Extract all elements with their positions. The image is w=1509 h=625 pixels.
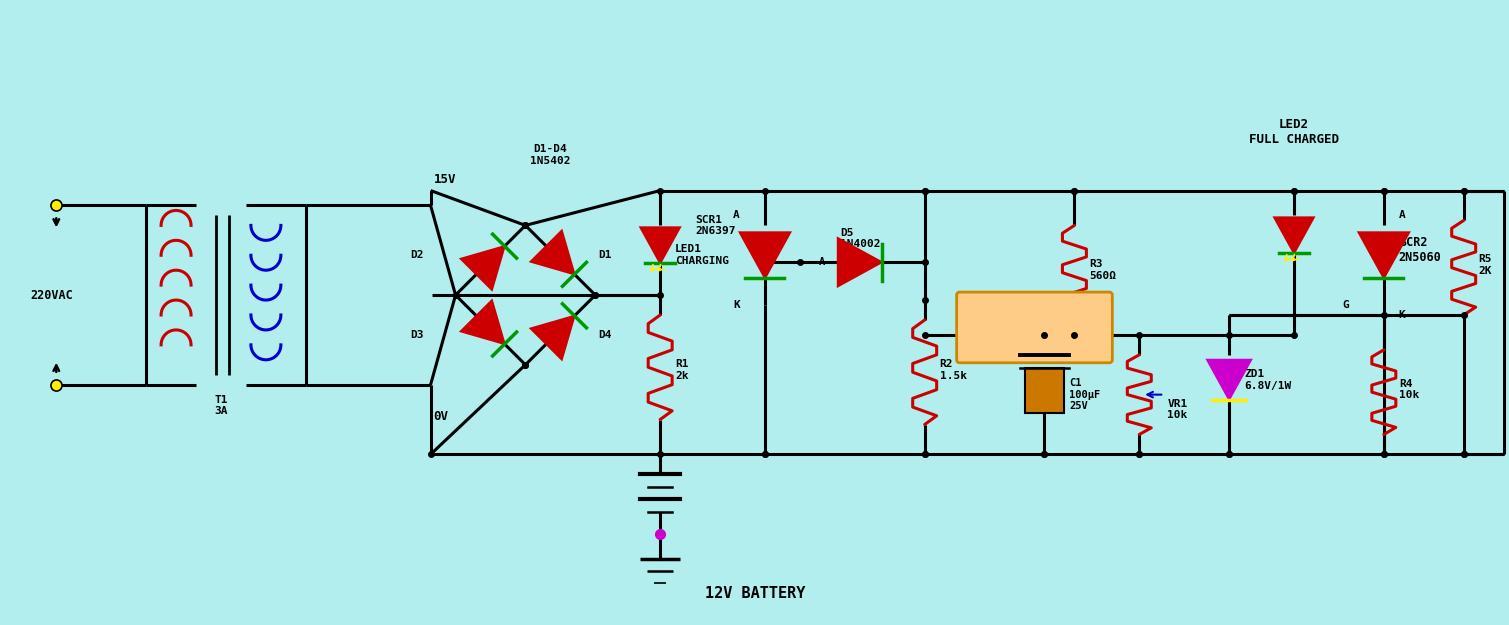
Polygon shape [739,232,791,278]
Polygon shape [1207,360,1251,399]
Text: SCR1
2N6397: SCR1 2N6397 [696,214,735,236]
FancyBboxPatch shape [957,292,1112,362]
Text: LED2
FULL CHARGED: LED2 FULL CHARGED [1249,118,1338,146]
Text: G: G [768,236,774,246]
Text: C1
100μF
25V: C1 100μF 25V [1070,378,1100,411]
Text: LED1
CHARGING: LED1 CHARGING [675,244,729,266]
Text: R1
2k: R1 2k [675,359,688,381]
Text: 12V BATTERY: 12V BATTERY [705,586,806,601]
Text: R4
10k: R4 10k [1399,379,1418,401]
Text: VR1
10k: VR1 10k [1168,399,1188,421]
Polygon shape [531,316,575,359]
Bar [1025,368,1064,413]
Polygon shape [531,231,575,274]
Polygon shape [460,301,504,344]
Polygon shape [640,228,681,263]
Text: A: A [818,258,825,268]
Text: D4: D4 [598,330,611,340]
Text: ZD1
6.8V/1W: ZD1 6.8V/1W [1243,369,1292,391]
Text: +: + [1003,348,1013,362]
Text: R2
1.5k: R2 1.5k [940,359,967,381]
Polygon shape [460,246,504,290]
Text: D3: D3 [410,330,424,340]
Polygon shape [837,238,881,286]
Text: D2: D2 [410,250,424,260]
Text: 0V: 0V [433,409,448,422]
Text: D5
1N4002: D5 1N4002 [841,228,880,249]
Text: R3
560Ω: R3 560Ω [1089,259,1117,281]
Text: 220VAC: 220VAC [30,289,72,302]
Text: SCR2
2N5060: SCR2 2N5060 [1399,236,1441,264]
Text: D1-D4
1N5402: D1-D4 1N5402 [530,144,570,166]
Polygon shape [1274,217,1314,253]
Text: R5
2K: R5 2K [1479,254,1492,276]
Text: A: A [1399,211,1405,221]
Text: D1: D1 [598,250,611,260]
Text: 15V: 15V [433,173,456,186]
Text: G: G [1342,300,1349,310]
Polygon shape [1358,232,1409,278]
Text: A: A [733,211,739,221]
Text: ElecCircuit.com: ElecCircuit.com [978,321,1091,334]
Text: K: K [1399,310,1405,320]
Text: T1
3A: T1 3A [214,394,228,416]
Text: K: K [733,300,739,310]
